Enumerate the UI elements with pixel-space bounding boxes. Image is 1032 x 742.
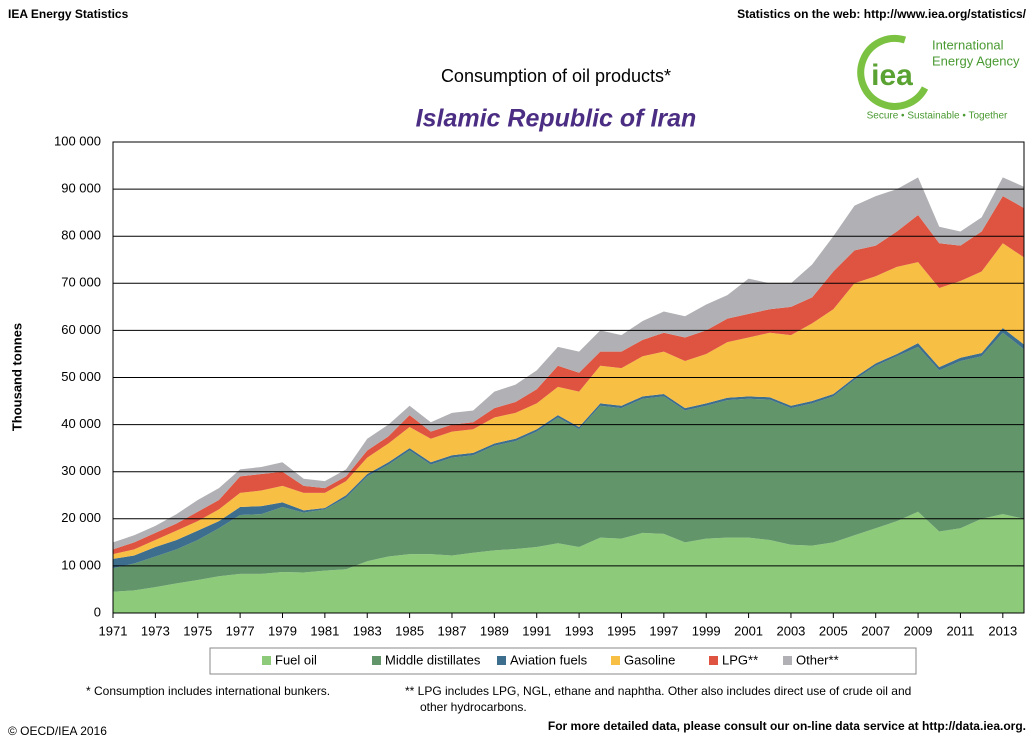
x-tick-label: 1997 (649, 623, 678, 638)
x-tick-label: 2013 (988, 623, 1017, 638)
legend-box (209, 647, 917, 675)
x-tick-label: 1975 (183, 623, 212, 638)
x-tick-label: 1989 (480, 623, 509, 638)
y-tick-label: 70 000 (61, 275, 101, 290)
x-tick-label: 1977 (226, 623, 255, 638)
chart-title: Consumption of oil products* (441, 66, 671, 86)
area (113, 196, 1024, 555)
x-tick-label: 1991 (522, 623, 551, 638)
legend: Fuel oil Middle distillates Aviation fuels… (262, 652, 839, 667)
x-tick-label: 2009 (904, 623, 933, 638)
legend-swatch (372, 656, 381, 665)
plot (112, 141, 1025, 618)
y-axis-label: Thousand tonnes (9, 323, 24, 431)
x-tick-label: 2003 (776, 623, 805, 638)
x-tick-label: 2005 (819, 623, 848, 638)
x-tick-label: 2007 (861, 623, 890, 638)
y-tick-label: 10 000 (61, 557, 101, 572)
area (113, 177, 1024, 550)
legend-label: Gasoline (624, 652, 675, 667)
footnote: * Consumption includes international bun… (86, 684, 330, 698)
legend-swatch (783, 656, 792, 665)
y-tick-label: 20 000 (61, 510, 101, 525)
legend-label: Fuel oil (275, 652, 317, 667)
x-tick-label: 1973 (141, 623, 170, 638)
y-tick-label: 90 000 (61, 181, 101, 196)
legend-swatch (611, 656, 620, 665)
legend-label: Other** (796, 652, 839, 667)
y-tick-label: 60 000 (61, 322, 101, 337)
legend-swatch (709, 656, 718, 665)
logo-name: International (932, 37, 1004, 52)
y-tick-label: 100 000 (54, 133, 101, 148)
legend-label: Aviation fuels (510, 652, 588, 667)
area (113, 332, 1024, 592)
x-tick-label: 1983 (353, 623, 382, 638)
logo-name: Energy Agency (932, 53, 1020, 68)
legend-swatch (497, 656, 506, 665)
x-tick-label: 1995 (607, 623, 636, 638)
footnote: ** LPG includes LPG, NGL, ethane and nap… (405, 684, 911, 698)
header-right: Statistics on the web: http://www.iea.or… (737, 7, 1027, 21)
more-data: For more detailed data, please consult o… (548, 719, 1026, 733)
logo-ring (857, 34, 929, 110)
x-tick-label: 1987 (438, 623, 467, 638)
y-tick-label: 40 000 (61, 416, 101, 431)
x-tick-label: 1985 (395, 623, 424, 638)
x-tick-label: 2001 (734, 623, 763, 638)
logo-tagline: Secure • Sustainable • Together (867, 111, 1008, 122)
x-tick-label: 1971 (99, 623, 128, 638)
y-tick-label: 80 000 (61, 228, 101, 243)
y-tick-label: 30 000 (61, 463, 101, 478)
header-left: IEA Energy Statistics (8, 7, 129, 21)
legend-label: LPG** (722, 652, 758, 667)
copyright: © OECD/IEA 2016 (8, 724, 107, 738)
x-tick-label: 1999 (692, 623, 721, 638)
area (113, 511, 1024, 613)
area (113, 243, 1024, 559)
legend-label: Middle distillates (385, 652, 481, 667)
plot-border (112, 141, 1025, 614)
x-tick-label: 1981 (310, 623, 339, 638)
y-tick-label: 0 (94, 604, 101, 619)
x-tick-label: 1993 (565, 623, 594, 638)
footnote: other hydrocarbons. (420, 700, 527, 714)
x-tick-label: 1979 (268, 623, 297, 638)
chart-subtitle: Islamic Republic of Iran (416, 105, 697, 133)
logo: iea International Energy Agency Secure •… (857, 34, 1020, 122)
x-tick-label: 2011 (946, 623, 974, 638)
legend-swatch (262, 656, 271, 665)
logo-mark: iea (871, 59, 913, 92)
y-tick-label: 50 000 (61, 369, 101, 384)
